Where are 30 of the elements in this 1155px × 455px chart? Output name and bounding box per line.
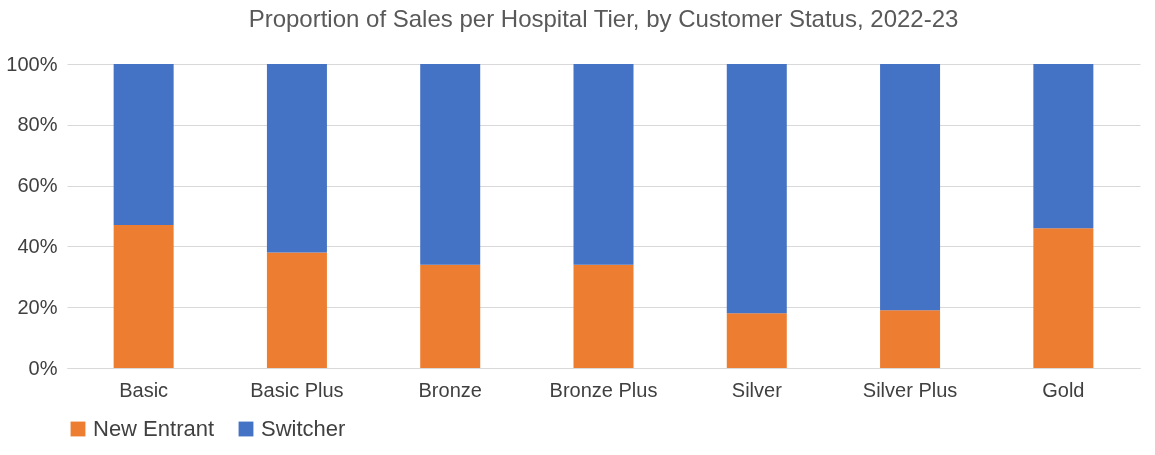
bar [420,264,481,368]
bar [420,64,481,265]
bar [880,64,941,311]
bar [880,310,941,368]
chart-title: Proportion of Sales per Hospital Tier, by Customer Status, 2022-23 [248,5,959,32]
legend-label: Switcher [261,416,346,441]
y-tick-label: 20% [17,295,58,318]
x-tick-label: Basic [119,378,169,401]
bar [266,64,327,253]
bar [573,264,634,368]
y-tick-label: 0% [28,356,58,379]
bar [1033,64,1094,229]
bar [726,313,787,368]
y-tick-label: 100% [6,52,58,75]
x-tick-label: Silver Plus [862,378,958,401]
bar [266,252,327,368]
legend-label: New Entrant [93,416,215,441]
bar [1033,228,1094,368]
bar [726,64,787,314]
x-tick-label: Silver [731,378,783,401]
bar [113,64,174,226]
x-tick-label: Bronze [418,378,482,401]
y-tick-label: 80% [17,113,58,136]
bar [113,225,174,368]
y-tick-label: 40% [17,234,58,257]
bar [573,64,634,265]
x-tick-label: Bronze Plus [549,378,658,401]
x-tick-label: Gold [1042,378,1085,401]
y-tick-label: 60% [17,174,58,197]
x-tick-label: Basic Plus [250,378,344,401]
